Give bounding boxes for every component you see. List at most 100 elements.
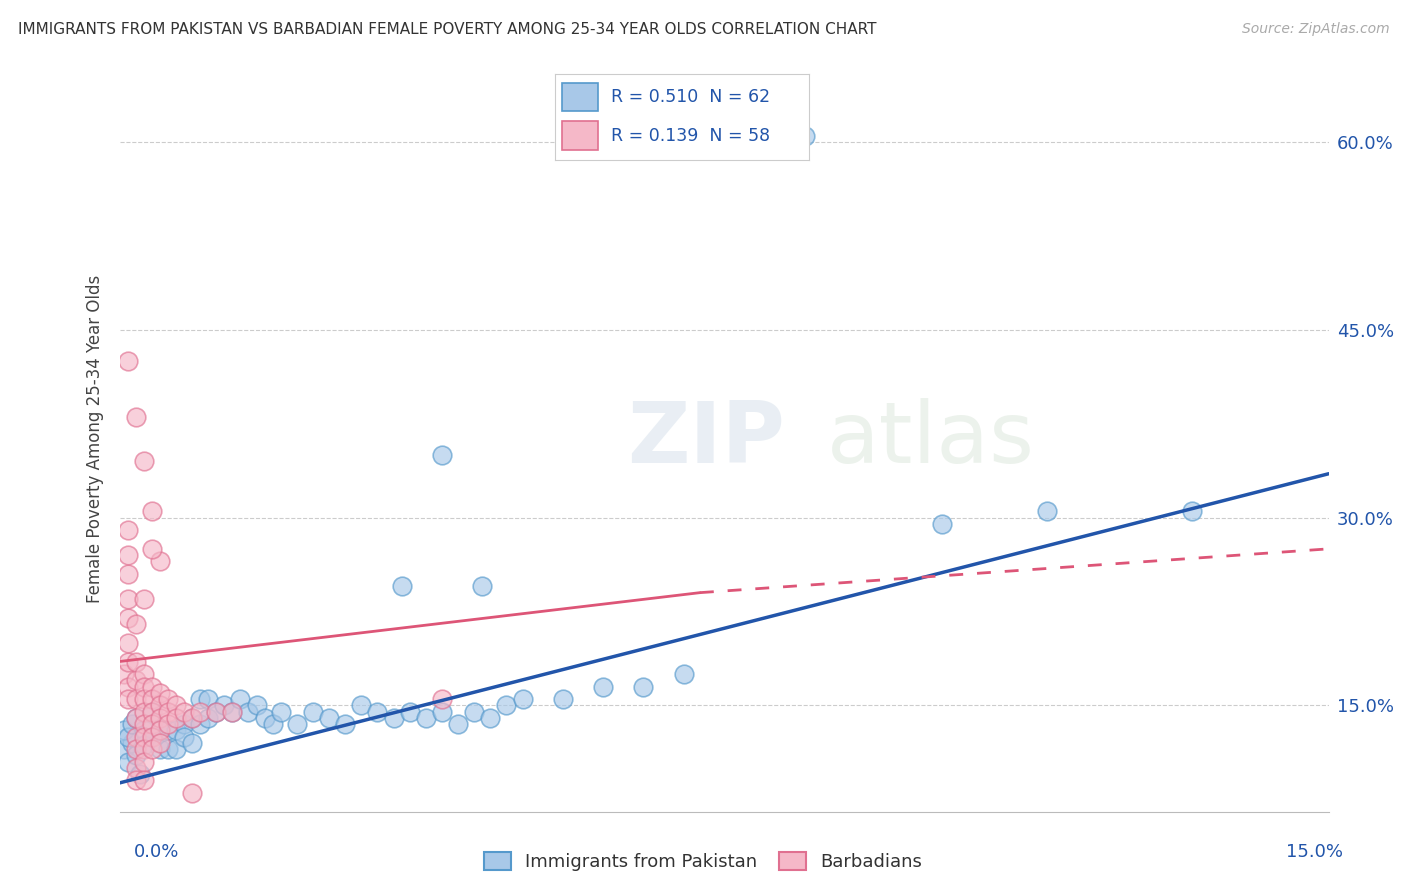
Point xyxy=(335,717,357,731)
Point xyxy=(495,698,517,713)
Point xyxy=(149,711,172,725)
Point xyxy=(382,711,405,725)
Point xyxy=(117,354,139,368)
Point xyxy=(149,742,172,756)
Point xyxy=(165,723,187,738)
Point xyxy=(165,711,187,725)
Point xyxy=(156,742,179,756)
Point xyxy=(398,705,420,719)
Point xyxy=(124,761,146,775)
Point xyxy=(141,541,163,556)
Point xyxy=(430,448,453,462)
Point xyxy=(124,730,146,744)
Point xyxy=(1035,504,1057,518)
Point xyxy=(188,705,211,719)
Point xyxy=(132,739,155,753)
Text: IMMIGRANTS FROM PAKISTAN VS BARBADIAN FEMALE POVERTY AMONG 25-34 YEAR OLDS CORRE: IMMIGRANTS FROM PAKISTAN VS BARBADIAN FE… xyxy=(18,22,877,37)
Point xyxy=(141,742,163,756)
Point xyxy=(141,705,163,719)
Point xyxy=(124,742,146,756)
Legend: Immigrants from Pakistan, Barbadians: Immigrants from Pakistan, Barbadians xyxy=(477,845,929,879)
Point xyxy=(592,680,614,694)
Point xyxy=(117,591,139,606)
Point xyxy=(156,717,179,731)
Point xyxy=(141,504,163,518)
Point xyxy=(124,410,146,425)
Point xyxy=(132,591,155,606)
Point xyxy=(117,755,139,769)
Point xyxy=(128,767,150,781)
Point xyxy=(188,692,211,706)
Point xyxy=(121,717,143,731)
Point xyxy=(149,698,172,713)
Point xyxy=(214,698,236,713)
Point xyxy=(132,705,155,719)
Point xyxy=(117,655,139,669)
Point xyxy=(415,711,437,725)
Point xyxy=(132,680,155,694)
Point xyxy=(124,692,146,706)
Point xyxy=(391,579,413,593)
Point xyxy=(132,755,155,769)
Point xyxy=(121,736,143,750)
Point xyxy=(141,717,163,731)
Point xyxy=(181,736,204,750)
Point xyxy=(262,717,284,731)
Point xyxy=(793,128,815,143)
Point xyxy=(141,705,163,719)
Point xyxy=(205,705,228,719)
Point xyxy=(197,692,219,706)
Point xyxy=(132,667,155,681)
Point xyxy=(124,773,146,788)
Point xyxy=(124,711,146,725)
Point xyxy=(156,723,179,738)
Point xyxy=(156,692,179,706)
Point xyxy=(124,711,146,725)
Point xyxy=(173,730,195,744)
Point xyxy=(672,667,695,681)
Point xyxy=(188,717,211,731)
Text: 0.0%: 0.0% xyxy=(134,843,179,861)
Point xyxy=(463,705,485,719)
Point xyxy=(117,548,139,562)
Point xyxy=(132,723,155,738)
Point xyxy=(173,705,195,719)
Point xyxy=(141,730,163,744)
Y-axis label: Female Poverty Among 25-34 Year Olds: Female Poverty Among 25-34 Year Olds xyxy=(86,276,104,603)
Point xyxy=(165,698,187,713)
Point xyxy=(285,717,308,731)
Point xyxy=(124,748,146,763)
Point xyxy=(117,680,139,694)
Point xyxy=(181,786,204,800)
Point xyxy=(238,705,260,719)
Point xyxy=(229,692,252,706)
Point xyxy=(141,692,163,706)
Point xyxy=(112,742,135,756)
Point xyxy=(430,705,453,719)
Point xyxy=(124,673,146,688)
Point xyxy=(141,730,163,744)
Point xyxy=(205,705,228,719)
Point xyxy=(112,723,135,738)
Point xyxy=(132,454,155,468)
Point xyxy=(117,730,139,744)
Point xyxy=(270,705,292,719)
Point xyxy=(197,711,219,725)
Point xyxy=(117,692,139,706)
Point xyxy=(124,616,146,631)
Point xyxy=(149,554,172,568)
Point xyxy=(302,705,325,719)
Point xyxy=(149,736,172,750)
Point xyxy=(1181,504,1204,518)
Point xyxy=(149,686,172,700)
Point xyxy=(132,730,155,744)
Text: Source: ZipAtlas.com: Source: ZipAtlas.com xyxy=(1241,22,1389,37)
Point xyxy=(512,692,534,706)
Point xyxy=(318,711,340,725)
Text: ZIP: ZIP xyxy=(627,398,785,481)
Text: 15.0%: 15.0% xyxy=(1285,843,1343,861)
Point xyxy=(430,692,453,706)
Point xyxy=(350,698,373,713)
Point xyxy=(132,773,155,788)
Point xyxy=(931,516,953,531)
